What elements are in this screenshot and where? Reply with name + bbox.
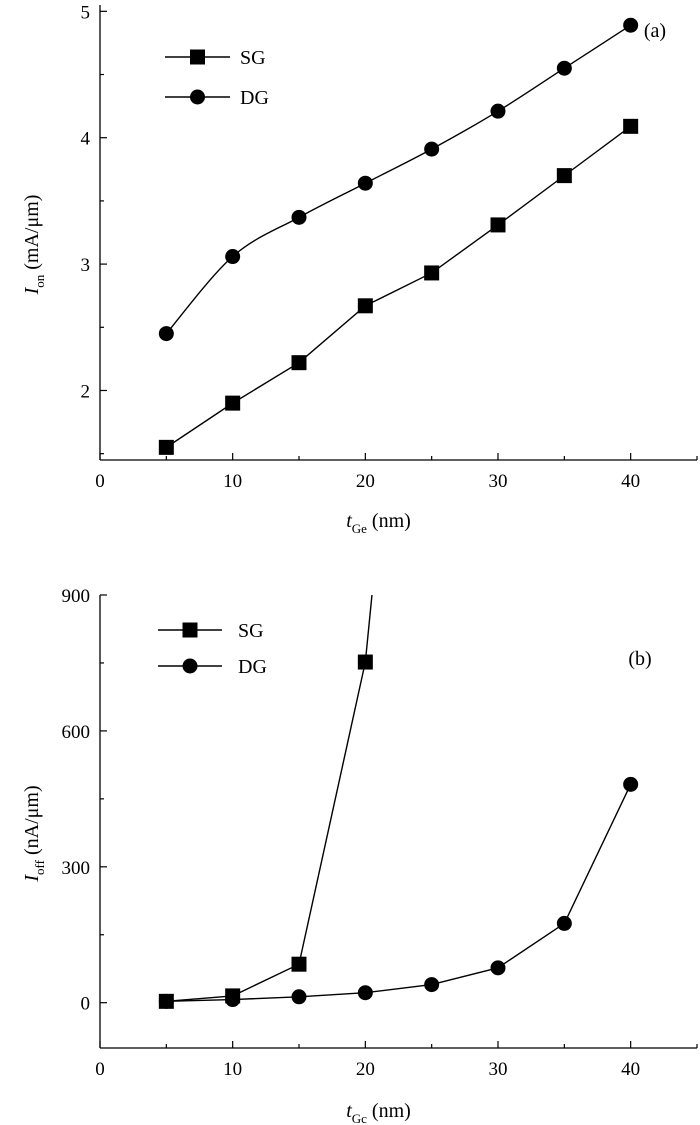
legend: SG DG xyxy=(158,620,267,678)
data-point-sg xyxy=(623,118,639,134)
y-axis-title-subscript: on xyxy=(32,274,47,288)
x-axis-title: tGe (nm) xyxy=(346,510,411,536)
x-tick-label: 10 xyxy=(223,1059,242,1080)
y-tick-label: 3 xyxy=(81,255,91,276)
data-point-dg xyxy=(158,993,174,1009)
data-point-dg xyxy=(424,141,440,157)
data-point-sg xyxy=(357,298,373,314)
series-line-sg xyxy=(165,125,632,448)
plot-area xyxy=(158,17,639,455)
legend-marker-sg xyxy=(182,622,198,638)
data-point-sg xyxy=(556,168,572,184)
y-axis-title: Ioff (nA/μm) xyxy=(21,785,47,882)
x-tick-label: 40 xyxy=(621,1059,640,1080)
x-axis-title: tGc (nm) xyxy=(346,1100,411,1125)
x-tick-label: 0 xyxy=(95,1059,105,1080)
data-point-sg xyxy=(158,439,174,455)
y-tick-label: 300 xyxy=(62,858,91,879)
data-point-sg xyxy=(490,217,506,233)
y-tick-label: 0 xyxy=(81,994,91,1015)
y-axis-title-unit: (nA/μm) xyxy=(21,785,43,860)
data-point-dg xyxy=(291,989,307,1005)
x-axis-title-subscript: Ge xyxy=(352,521,367,536)
legend-label-sg: SG xyxy=(240,47,266,69)
x-tick-label: 40 xyxy=(621,471,640,492)
y-axis-title-symbol: I xyxy=(21,874,43,883)
data-point-sg xyxy=(291,355,307,371)
data-point-sg xyxy=(291,956,307,972)
y-axis-title: Ion (mA/μm) xyxy=(21,195,47,296)
y-axis-title-unit: (mA/μm) xyxy=(21,195,43,275)
legend-label-sg: SG xyxy=(238,620,264,642)
x-axis-title-subscript: Gc xyxy=(352,1111,367,1125)
x-tick-label: 0 xyxy=(95,471,105,492)
y-axis-title-subscript: off xyxy=(32,859,47,875)
data-point-dg xyxy=(158,326,174,342)
x-axis-title-symbol: t xyxy=(346,1100,352,1122)
data-point-dg xyxy=(291,209,307,225)
x-tick-label: 20 xyxy=(356,1059,375,1080)
y-tick-label: 2 xyxy=(81,381,91,402)
y-axis-title-symbol: I xyxy=(21,286,43,295)
data-point-dg xyxy=(556,60,572,76)
data-point-dg xyxy=(623,17,639,33)
data-point-dg xyxy=(490,960,506,976)
legend: SG DG xyxy=(165,47,269,109)
legend-marker-dg xyxy=(190,89,205,105)
x-axis-title-unit: (nm) xyxy=(367,510,411,532)
data-point-dg xyxy=(357,985,373,1001)
legend-marker-dg xyxy=(182,658,198,674)
x-tick-label: 30 xyxy=(489,471,508,492)
data-point-dg xyxy=(225,249,241,265)
y-tick-label: 4 xyxy=(81,129,91,150)
x-axis-title-unit: (nm) xyxy=(367,1100,411,1122)
y-tick-label: 5 xyxy=(81,2,91,23)
data-point-dg xyxy=(225,992,241,1008)
data-point-dg xyxy=(623,776,639,792)
data-point-dg xyxy=(357,175,373,191)
data-point-sg xyxy=(424,265,440,281)
x-axis-title-symbol: t xyxy=(346,510,352,532)
y-tick-label: 600 xyxy=(62,722,91,743)
legend-label-dg: DG xyxy=(240,87,269,109)
data-point-dg xyxy=(556,915,572,931)
data-point-dg xyxy=(490,103,506,119)
y-tick-label: 900 xyxy=(62,586,91,607)
plot-area xyxy=(158,595,639,1009)
x-tick-label: 10 xyxy=(223,471,242,492)
x-tick-label: 20 xyxy=(356,471,375,492)
data-point-dg xyxy=(424,977,440,993)
panel-a: 0 10 20 30 40 2 3 4 5 tGe (nm) Ion (mA/μm) (a) SG DG xyxy=(21,2,698,536)
data-point-sg xyxy=(357,654,373,670)
panel-label: (a) xyxy=(644,20,666,42)
data-point-sg xyxy=(225,395,241,411)
panel-label: (b) xyxy=(628,648,651,670)
legend-marker-sg xyxy=(190,49,205,65)
series-line-sg xyxy=(166,595,373,1003)
series-line-dg xyxy=(166,784,632,1003)
legend-label-dg: DG xyxy=(238,656,267,678)
x-tick-label: 30 xyxy=(489,1059,508,1080)
